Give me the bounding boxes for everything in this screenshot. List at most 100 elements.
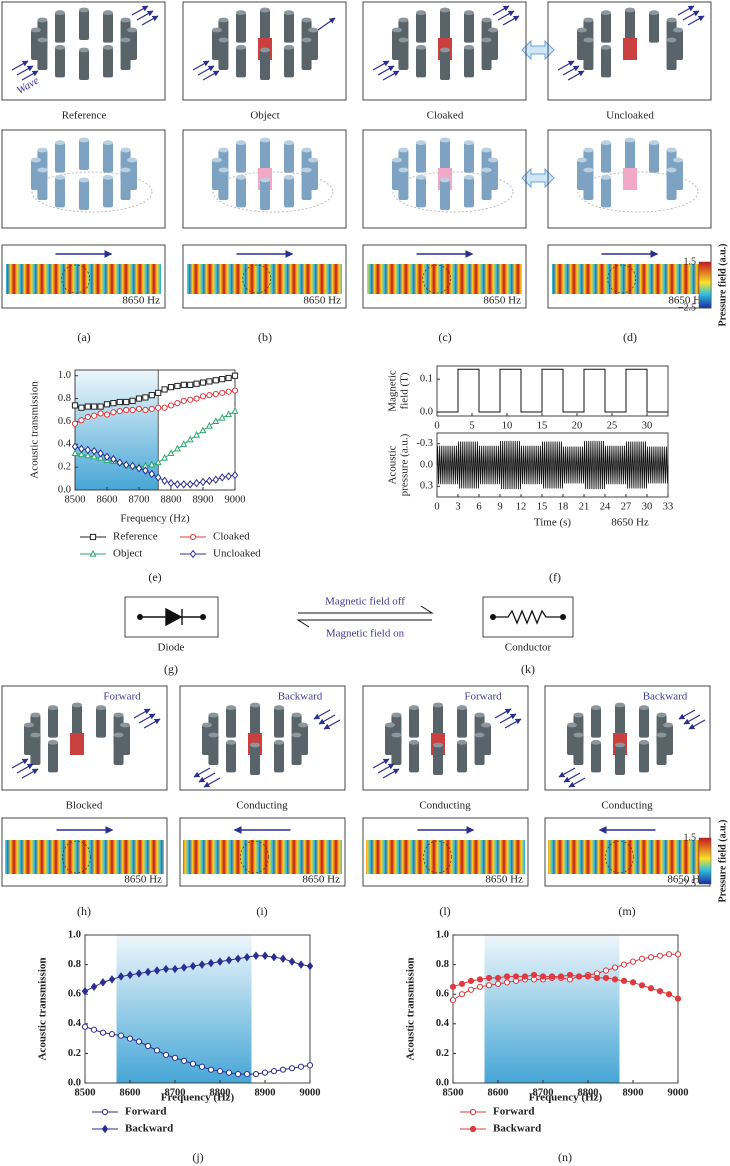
wave-arrow — [202, 70, 220, 81]
frequency-label: 8650 Hz — [124, 874, 162, 886]
cylinder-top — [409, 739, 419, 745]
image-frame — [362, 129, 527, 229]
cylinder — [601, 47, 611, 78]
cylinder-top — [583, 167, 594, 173]
cylinder-top — [601, 174, 611, 180]
cylinder — [481, 40, 492, 70]
colorbar-tick-label: −2.5 — [678, 878, 696, 889]
wave-arrow — [203, 777, 221, 788]
cylinder — [464, 177, 474, 208]
marker — [252, 951, 260, 960]
cylinder-top — [301, 17, 312, 23]
image-frame — [362, 817, 529, 887]
direction-label: Backward — [278, 691, 323, 703]
cylinder-top — [308, 157, 318, 163]
wave-arrow — [372, 60, 390, 71]
cylinder — [79, 140, 89, 170]
cylinder — [409, 707, 419, 738]
x-axis-label: Frequency (Hz) — [529, 1092, 603, 1104]
cylinder-top — [48, 705, 58, 711]
marker — [270, 952, 278, 962]
cylinder — [236, 142, 246, 173]
cylinder-top — [55, 140, 65, 146]
marker — [225, 388, 232, 395]
cylinder — [236, 12, 246, 43]
marker — [173, 444, 181, 452]
cylinder-top — [464, 10, 474, 16]
x-tick-label: 8600 — [97, 494, 118, 505]
legend-label: Forward — [493, 1106, 535, 1118]
cylinder-top — [488, 157, 498, 163]
cylinder-top — [120, 37, 131, 43]
cylinder-top — [79, 7, 89, 13]
marker — [78, 444, 85, 454]
marker — [153, 1047, 161, 1054]
field-map — [548, 840, 707, 874]
marker — [611, 964, 619, 971]
cylinder — [103, 47, 113, 78]
wave-arrow — [136, 10, 154, 21]
marker — [306, 961, 314, 971]
image-frame — [362, 244, 527, 309]
cylinder-top — [474, 712, 485, 718]
marker — [110, 400, 117, 407]
cylinder-top — [55, 44, 65, 50]
marker — [584, 973, 592, 980]
x-tick-label: 5 — [469, 420, 474, 431]
marker — [97, 403, 104, 410]
marker — [234, 1071, 242, 1078]
cloak-outline — [605, 840, 634, 874]
wave-arrow — [11, 758, 29, 769]
cylinder-top — [37, 167, 48, 173]
panel-letter: (h) — [77, 904, 91, 918]
field-map — [183, 840, 342, 874]
marker — [218, 413, 226, 421]
wave-arrow — [138, 713, 156, 724]
burst — [541, 441, 564, 489]
cylinder — [433, 745, 443, 775]
direction-label: Backward — [643, 691, 688, 703]
equilibrium-arrow — [296, 619, 432, 628]
marker — [116, 398, 123, 406]
marker — [144, 1042, 152, 1050]
terminal — [200, 614, 206, 620]
cylinder-top — [433, 742, 443, 748]
sim-domain — [392, 171, 514, 213]
cylinder-top — [481, 17, 492, 23]
marker — [207, 958, 215, 968]
wave-arrow — [192, 60, 210, 71]
x-tick-label: 8500 — [443, 1087, 464, 1098]
marker — [638, 982, 646, 989]
marker — [297, 960, 305, 969]
y-tick-label: 1.0 — [436, 929, 449, 940]
cylinder-top — [291, 712, 302, 718]
cylinder-top — [481, 37, 492, 43]
marker — [135, 395, 143, 402]
cylinder — [440, 180, 450, 210]
wave-arrow — [677, 5, 695, 16]
field-map — [5, 840, 164, 874]
cylinder — [284, 47, 294, 78]
marker — [469, 1125, 477, 1133]
cylinder — [573, 735, 584, 765]
cloak-outline — [62, 840, 91, 874]
terminal — [490, 614, 496, 620]
cylinder-top — [673, 157, 683, 163]
marker — [167, 449, 175, 457]
marker — [193, 395, 200, 402]
cloak-outline — [61, 264, 91, 294]
marker — [135, 464, 143, 473]
marker — [193, 478, 200, 488]
burst — [520, 445, 543, 485]
y-tick-label: 0.0 — [436, 1077, 449, 1088]
marker — [81, 987, 89, 996]
cylinder — [666, 40, 677, 70]
y-tick-label: 0.6 — [68, 989, 81, 1000]
cylinder-top — [464, 44, 474, 50]
cylinder-top — [79, 177, 89, 183]
marker — [566, 971, 574, 979]
cylinder-top — [301, 167, 312, 173]
cylinder — [260, 180, 270, 210]
x-tick-label: 20 — [572, 420, 583, 431]
image-frame — [182, 129, 347, 229]
